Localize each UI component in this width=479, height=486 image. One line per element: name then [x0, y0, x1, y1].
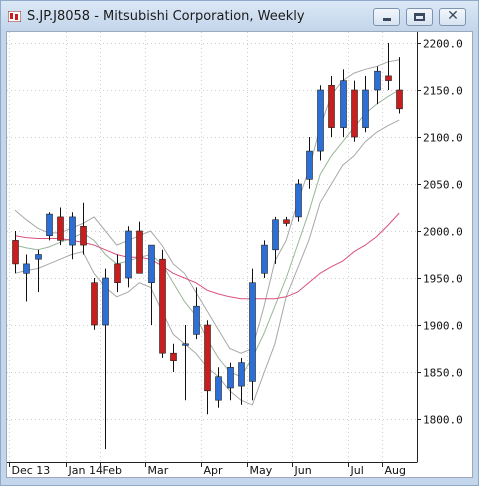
candle-body-up: [35, 254, 42, 260]
time-tick-label: Jun: [294, 464, 312, 477]
candle-body-up: [340, 80, 347, 128]
candle-body-down: [159, 258, 166, 354]
candle-body-up: [272, 219, 279, 251]
time-tick-label: Jul: [350, 464, 364, 477]
app-icon: [8, 11, 21, 22]
candle-body-up: [215, 376, 222, 401]
candle-body-up: [69, 216, 76, 246]
price-tick-label: 2150.0: [423, 85, 463, 98]
time-tick-label: Jan 14: [68, 464, 103, 477]
candle-body-up: [125, 230, 132, 279]
candle-body-down: [170, 352, 177, 362]
candle-body-up: [238, 362, 245, 387]
candle-body-down: [80, 226, 87, 246]
candle-body-up: [23, 263, 30, 274]
time-tick-label: Aug: [385, 464, 406, 477]
candle-body-down: [385, 75, 392, 81]
chart-area[interactable]: 2200.0 2150.0 2100.0 2050.0 2000.0 1950.0 1900…: [6, 31, 473, 478]
minimize-icon: [383, 18, 391, 21]
candle-body-up: [295, 183, 302, 218]
price-tick-label: 2100.0: [423, 132, 463, 145]
candle-body-down: [91, 282, 98, 326]
close-button[interactable]: ✕: [439, 8, 466, 26]
candle-body-down: [396, 89, 403, 110]
candle-body-up: [148, 244, 155, 284]
candlesticks: [12, 43, 403, 450]
candle-body-down: [57, 216, 64, 241]
candle-body-up: [306, 150, 313, 180]
time-tick-label: Dec 13: [12, 464, 51, 477]
price-tick-label: 1900.0: [423, 320, 463, 333]
price-tick-label: 1800.0: [423, 414, 463, 427]
upper-band-line: [14, 59, 400, 354]
candle-body-up: [227, 366, 234, 389]
candle-body-up: [317, 89, 324, 152]
candle-body-down: [283, 219, 290, 224]
close-icon: ✕: [447, 8, 459, 24]
minimize-button[interactable]: [373, 8, 400, 26]
long-ma-line: [14, 212, 400, 300]
candle-body-up: [249, 282, 256, 382]
price-axis: 2200.0 2150.0 2100.0 2050.0 2000.0 1950.0 1900…: [417, 38, 463, 427]
candle-body-down: [114, 263, 121, 283]
price-tick-label: 1950.0: [423, 273, 463, 286]
time-tick-label: May: [250, 464, 273, 477]
price-tick-label: 2000.0: [423, 226, 463, 239]
candle-body-up: [193, 305, 200, 335]
time-tick-label: Feb: [103, 464, 122, 477]
maximize-icon: [414, 13, 425, 21]
price-chart[interactable]: 2200.0 2150.0 2100.0 2050.0 2000.0 1950.0 1900…: [7, 32, 472, 477]
maximize-button[interactable]: [406, 8, 433, 26]
time-tick-label: Mar: [148, 464, 169, 477]
time-tick-label: Apr: [204, 464, 224, 477]
price-tick-label: 2200.0: [423, 38, 463, 51]
candle-body-up: [362, 89, 369, 128]
candle-body-down: [328, 84, 335, 128]
time-axis: Dec 13 Jan 14 Feb Mar Apr May Jun Jul Aug: [9, 462, 406, 477]
candle-body-down: [204, 324, 211, 392]
candle-body-up: [46, 213, 53, 237]
candle-body-down: [136, 230, 143, 274]
candle-body-up: [182, 343, 189, 346]
candle-body-down: [12, 240, 19, 265]
candle-body-up: [261, 244, 268, 274]
price-tick-label: 1850.0: [423, 367, 463, 380]
candle-body-up: [102, 277, 109, 326]
price-tick-label: 2050.0: [423, 179, 463, 192]
candle-body-down: [351, 89, 358, 138]
window-title: S.JP.J8058 - Mitsubishi Corporation, Wee…: [27, 9, 305, 24]
title-bar[interactable]: S.JP.J8058 - Mitsubishi Corporation, Wee…: [1, 1, 478, 31]
grid: [7, 32, 417, 462]
candle-body-up: [374, 70, 381, 91]
